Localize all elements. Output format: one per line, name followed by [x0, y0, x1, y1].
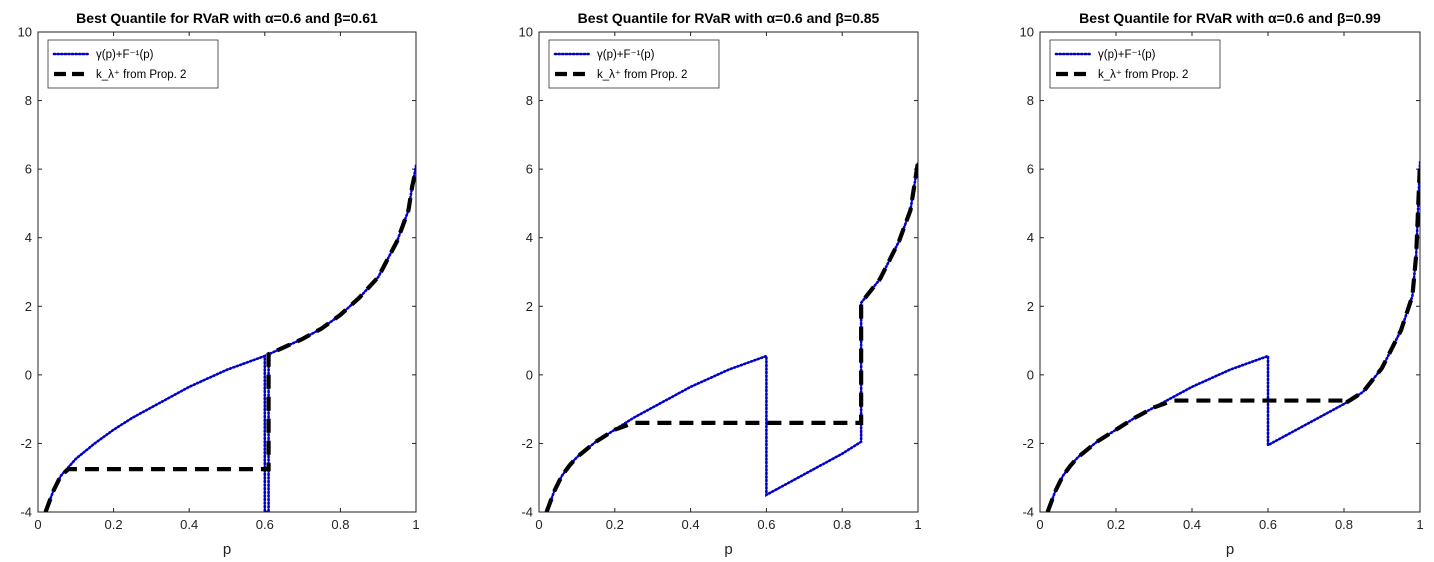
- legend-label-k: k_λ⁺ from Prop. 2: [1098, 69, 1188, 81]
- x-tick-label: 1: [1416, 517, 1423, 532]
- legend-label-gamma: γ(p)+F⁻¹(p): [1098, 49, 1156, 61]
- legend-box: [548, 39, 720, 89]
- x-axis-label: p: [223, 541, 231, 558]
- x-tick-label: 0.6: [757, 517, 775, 532]
- legend: γ(p)+F⁻¹(p) k_λ⁺ from Prop. 2: [47, 39, 219, 89]
- legend-label-k: k_λ⁺ from Prop. 2: [597, 69, 687, 81]
- x-tick-label: 0.8: [331, 517, 349, 532]
- y-tick-label: -4: [521, 505, 533, 520]
- chart-title: Best Quantile for RVaR with α=0.6 and β=…: [578, 10, 880, 26]
- y-tick-label: 6: [526, 162, 533, 177]
- x-tick-label: 0: [535, 517, 542, 532]
- y-tick-label: 10: [1020, 25, 1034, 40]
- series-k-line: [43, 168, 416, 512]
- y-tick-label: 0: [526, 367, 533, 382]
- x-tick-label: 0.4: [180, 517, 198, 532]
- series-gamma-line: [44, 164, 416, 512]
- x-tick-label: 0: [1036, 517, 1043, 532]
- legend-box: [1049, 39, 1221, 89]
- series-k-line: [544, 161, 918, 512]
- x-axis-label: p: [724, 541, 732, 558]
- plot-area-frame: [538, 31, 919, 513]
- x-tick-label: 0.4: [1183, 517, 1201, 532]
- y-tick-label: 10: [519, 25, 533, 40]
- legend-label-gamma: γ(p)+F⁻¹(p): [597, 49, 655, 61]
- plot-area-frame: [1039, 31, 1421, 513]
- chart-title: Best Quantile for RVaR with α=0.6 and β=…: [76, 10, 378, 26]
- y-tick-label: 0: [1027, 367, 1034, 382]
- x-tick-label: 1: [914, 517, 921, 532]
- x-tick-label: 1: [412, 517, 419, 532]
- y-tick-label: 2: [526, 299, 533, 314]
- y-tick-label: 6: [1027, 162, 1034, 177]
- series-k-line: [1045, 162, 1420, 512]
- y-tick-label: 4: [1027, 230, 1034, 245]
- x-axis-label: p: [1226, 541, 1234, 558]
- legend: γ(p)+F⁻¹(p) k_λ⁺ from Prop. 2: [1049, 39, 1221, 89]
- y-tick-label: -4: [1022, 505, 1034, 520]
- x-tick-label: 0.6: [256, 517, 274, 532]
- chart-panel-2: Best Quantile for RVaR with α=0.6 and β=…: [519, 10, 922, 558]
- series-gamma-line: [1046, 160, 1420, 512]
- chart-panel-1: Best Quantile for RVaR with α=0.6 and β=…: [18, 10, 420, 558]
- y-tick-label: 0: [25, 367, 32, 382]
- x-tick-label: 0.2: [606, 517, 624, 532]
- x-tick-label: 0.6: [1259, 517, 1277, 532]
- y-tick-label: 2: [25, 299, 32, 314]
- plot-area-frame: [37, 31, 417, 513]
- y-tick-label: 8: [526, 93, 533, 108]
- legend: γ(p)+F⁻¹(p) k_λ⁺ from Prop. 2: [548, 39, 720, 89]
- y-tick-label: -4: [20, 505, 32, 520]
- y-tick-label: 6: [25, 162, 32, 177]
- x-tick-label: 0.2: [1107, 517, 1125, 532]
- y-tick-label: 4: [25, 230, 32, 245]
- y-tick-label: -2: [20, 436, 32, 451]
- y-tick-label: 10: [18, 25, 32, 40]
- y-tick-label: 2: [1027, 299, 1034, 314]
- x-tick-label: 0: [34, 517, 41, 532]
- y-tick-label: -2: [521, 436, 533, 451]
- chart-title: Best Quantile for RVaR with α=0.6 and β=…: [1079, 10, 1381, 26]
- y-tick-label: -2: [1022, 436, 1034, 451]
- chart-panel-3: Best Quantile for RVaR with α=0.6 and β=…: [1020, 10, 1424, 558]
- x-tick-label: 0.4: [682, 517, 700, 532]
- y-tick-label: 8: [25, 93, 32, 108]
- y-tick-label: 8: [1027, 93, 1034, 108]
- x-tick-label: 0.2: [105, 517, 123, 532]
- legend-box: [47, 39, 219, 89]
- legend-label-gamma: γ(p)+F⁻¹(p): [96, 49, 154, 61]
- y-tick-label: 4: [526, 230, 533, 245]
- x-tick-label: 0.8: [833, 517, 851, 532]
- x-tick-label: 0.8: [1335, 517, 1353, 532]
- legend-label-k: k_λ⁺ from Prop. 2: [96, 69, 186, 81]
